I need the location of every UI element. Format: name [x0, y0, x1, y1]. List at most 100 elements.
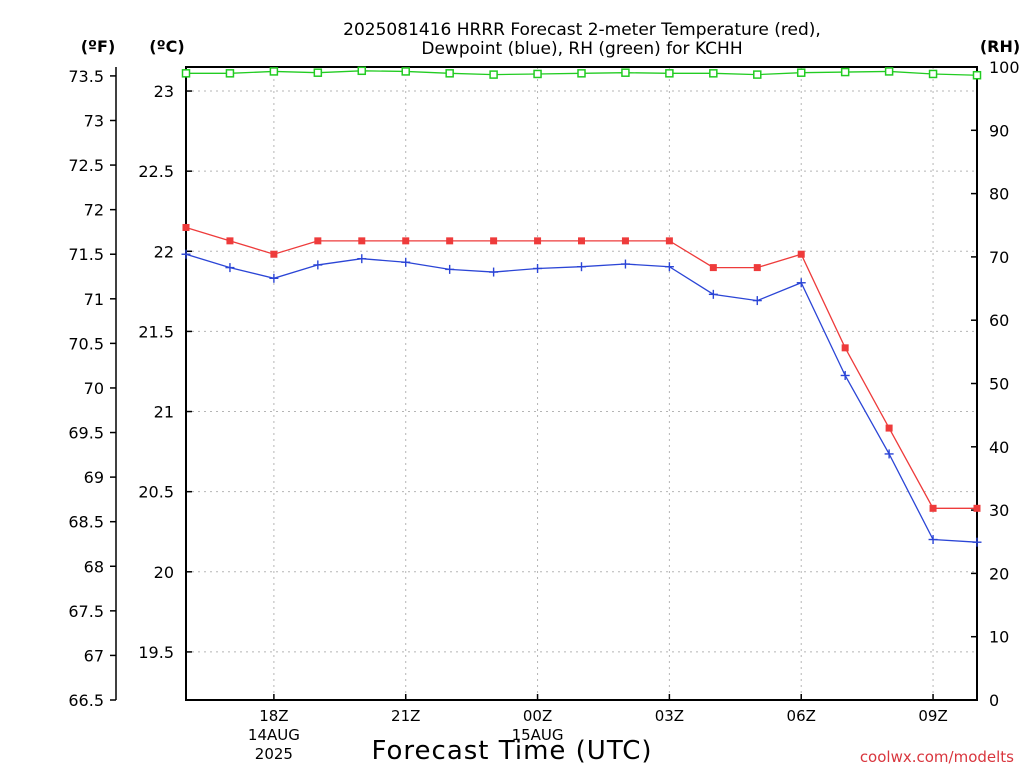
fahrenheit-tick-label: 70.5: [68, 334, 104, 353]
celsius-tick-label: 22: [154, 242, 174, 261]
rh-point: [181, 69, 191, 78]
fahrenheit-tick-label: 72.5: [68, 156, 104, 175]
temperature-point: [446, 237, 454, 245]
dewpoint-point: [313, 260, 323, 270]
rh-tick-label: 50: [989, 375, 1009, 394]
rh-tick-label: 90: [989, 121, 1009, 140]
temperature-point: [885, 424, 893, 432]
temperature-point: [490, 237, 498, 245]
rh-point: [709, 69, 718, 78]
dewpoint-point: [840, 370, 850, 380]
temperature-point: [578, 237, 585, 245]
dewpoint-point: [533, 263, 543, 273]
rh-point: [401, 67, 410, 76]
rh-tick-label: 10: [989, 628, 1009, 647]
rh-point: [445, 69, 454, 78]
rh-point: [225, 69, 235, 78]
celsius-tick-label: 21.5: [138, 322, 174, 341]
fahrenheit-tick-label: 73.5: [68, 67, 104, 86]
x-tick-label: 06Z: [787, 707, 816, 725]
dewpoint-point: [225, 263, 235, 273]
dewpoint-point: [445, 264, 455, 274]
axes: 66.5 67 67.5 68 68.5 69 69.5 70 70.5 71 71.5 72 72.5…: [68, 58, 1019, 763]
temperature-point: [314, 237, 322, 245]
rh-point: [796, 68, 806, 77]
rh-point: [884, 67, 894, 76]
celsius-tick-label: 20: [154, 563, 174, 582]
credit-text: coolwx.com/modelts: [860, 748, 1014, 766]
x-axis-label: Forecast Time (UTC): [371, 736, 652, 766]
fahrenheit-tick-label: 66.5: [68, 691, 104, 710]
temperature-point: [709, 264, 717, 272]
rh-tick-label: 100: [989, 58, 1020, 77]
right-unit-rh: (RH): [980, 37, 1020, 56]
rh-point: [621, 68, 630, 77]
temperature-point: [270, 250, 278, 258]
x-tick-label: 21Z: [391, 707, 420, 725]
fahrenheit-tick-label: 67: [84, 646, 104, 665]
fahrenheit-tick-label: 71.5: [68, 245, 104, 264]
rh-point: [972, 70, 982, 80]
dewpoint-point: [489, 267, 499, 277]
fahrenheit-tick-label: 71: [84, 290, 104, 309]
dewpoint-point: [269, 273, 279, 283]
temperature-point: [534, 237, 542, 245]
rh-point: [840, 67, 850, 77]
rh-point: [753, 70, 762, 79]
fahrenheit-tick-label: 68: [84, 557, 104, 576]
dewpoint-point: [401, 257, 411, 267]
left-unit-fahrenheit: (ºF): [81, 37, 116, 56]
rh-point: [313, 68, 323, 77]
temperature-point: [929, 504, 937, 512]
temperature-point: [621, 237, 629, 245]
rh-tick-label: 40: [989, 438, 1009, 457]
fahrenheit-tick-label: 73: [84, 111, 104, 130]
rh-tick-label: 70: [989, 248, 1009, 267]
rh-point: [357, 66, 367, 76]
dewpoint-point: [884, 449, 894, 459]
rh-tick-label: 80: [989, 185, 1009, 204]
rh-tick-label: 60: [989, 311, 1009, 330]
celsius-tick-label: 22.5: [138, 162, 174, 181]
dewpoint-point: [928, 535, 938, 545]
dewpoint-point: [972, 537, 982, 547]
rh-point: [533, 69, 542, 79]
dewpoint-point: [577, 262, 586, 272]
chart-title-line2: Dewpoint (blue), RH (green) for KCHH: [421, 39, 742, 59]
rh-point: [577, 69, 586, 78]
dewpoint-point: [796, 278, 806, 288]
rh-point: [665, 69, 674, 78]
x-tick-label: 03Z: [655, 707, 684, 725]
temperature-point: [402, 237, 410, 245]
x-tick-label: 00Z: [523, 707, 552, 725]
dewpoint-point: [181, 249, 191, 259]
temperature-point: [358, 237, 366, 245]
temperature-point: [797, 250, 805, 258]
temperature-point: [665, 237, 673, 245]
dewpoint-point: [357, 254, 367, 264]
left-unit-celsius: (ºC): [149, 37, 184, 56]
fahrenheit-tick-label: 68.5: [68, 513, 104, 532]
fahrenheit-tick-label: 69.5: [68, 424, 104, 443]
dewpoint-point: [620, 259, 630, 269]
dewpoint-point: [752, 296, 762, 306]
temperature-point: [753, 264, 761, 272]
temperature-point: [226, 237, 234, 245]
rh-tick-label: 20: [989, 564, 1009, 583]
x-tick-label: 09Z: [918, 707, 947, 725]
rh-point: [489, 70, 498, 79]
fahrenheit-tick-label: 72: [84, 201, 104, 220]
temperature-point: [841, 344, 849, 352]
celsius-tick-label: 21: [154, 403, 174, 422]
rh-point: [928, 69, 938, 79]
temperature-point: [182, 223, 190, 231]
x-tick-label: 18Z: [259, 707, 288, 725]
series-layer: [181, 66, 982, 547]
celsius-tick-label: 19.5: [138, 643, 174, 662]
dewpoint-point: [708, 289, 718, 299]
chart-title: 2025081416 HRRR Forecast 2-meter Tempera…: [343, 20, 821, 40]
celsius-tick-label: 23: [154, 82, 174, 101]
x-tick-year: 2025: [255, 745, 293, 763]
rh-tick-label: 30: [989, 501, 1009, 520]
rh-point: [269, 67, 279, 76]
